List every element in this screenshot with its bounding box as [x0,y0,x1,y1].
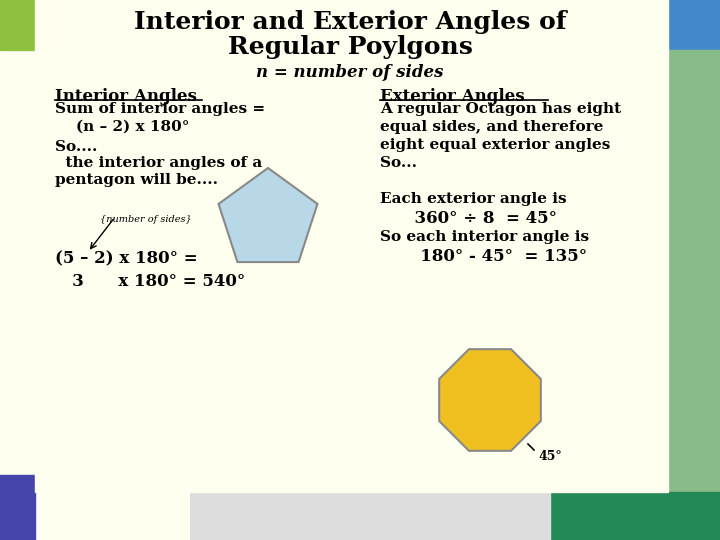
Text: Interior Angles: Interior Angles [55,88,197,105]
Text: (5 – 2) x 180° =: (5 – 2) x 180° = [55,250,197,267]
Bar [190,492,550,540]
Text: So...: So... [380,156,417,170]
Text: {number of sides}: {number of sides} [100,215,192,224]
Text: Interior and Exterior Angles of: Interior and Exterior Angles of [134,10,566,34]
Polygon shape [439,349,541,451]
Text: n = number of sides: n = number of sides [256,64,444,81]
Polygon shape [219,168,318,262]
Text: (n – 2) x 180°: (n – 2) x 180° [55,120,189,134]
Text: Regular Poylgons: Regular Poylgons [228,35,472,59]
Text: 3      x 180° = 540°: 3 x 180° = 540° [55,273,246,290]
Bar [0,475,35,540]
Text: 360° ÷ 8  = 45°: 360° ÷ 8 = 45° [380,210,557,227]
Text: 45°: 45° [538,450,562,463]
Text: pentagon will be....: pentagon will be.... [55,173,218,187]
Text: Each exterior angle is: Each exterior angle is [380,192,567,206]
Text: Sum of interior angles =: Sum of interior angles = [55,102,265,116]
Bar [615,0,720,50]
Text: the interior angles of a: the interior angles of a [55,156,262,170]
Text: So each interior angle is: So each interior angle is [380,230,589,244]
Text: So....: So.... [55,140,97,154]
Text: 180° - 45°  = 135°: 180° - 45° = 135° [380,248,587,265]
Text: Exterior Angles: Exterior Angles [380,88,525,105]
Bar [35,0,668,492]
Text: A regular Octagon has eight: A regular Octagon has eight [380,102,621,116]
Text: equal sides, and therefore: equal sides, and therefore [380,120,603,134]
Bar [0,0,90,50]
Bar [668,50,720,495]
Bar [550,492,720,540]
Text: eight equal exterior angles: eight equal exterior angles [380,138,611,152]
